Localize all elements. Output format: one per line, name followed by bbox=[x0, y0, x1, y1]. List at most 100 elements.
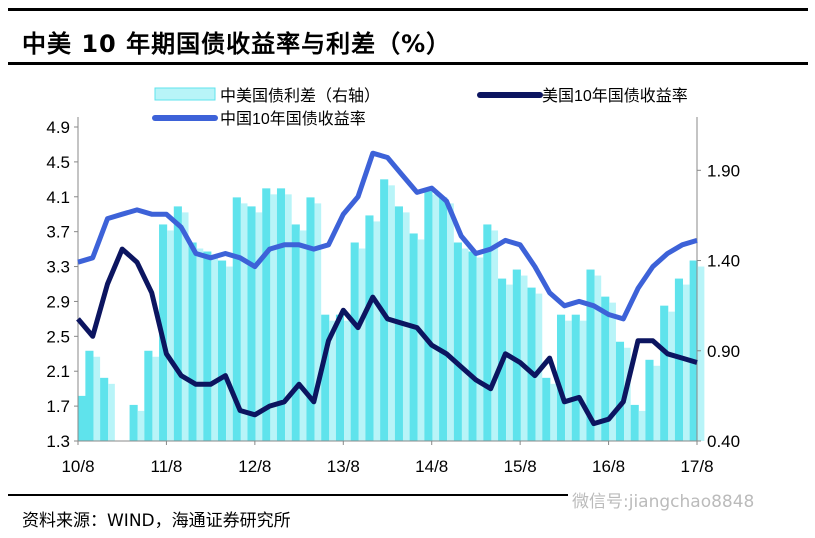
spread-bar-light bbox=[520, 275, 528, 441]
x-tick-label: 12/8 bbox=[238, 457, 271, 476]
spread-bar-light bbox=[506, 284, 513, 441]
spread-bar bbox=[660, 305, 669, 441]
spread-bar-light bbox=[491, 230, 499, 441]
spread-bar-light bbox=[638, 410, 646, 441]
spread-bar-light bbox=[137, 410, 145, 441]
spread-bar-light bbox=[196, 248, 204, 441]
top-rule bbox=[8, 8, 808, 11]
spread-bar bbox=[542, 377, 551, 441]
left-tick-label: 4.9 bbox=[46, 118, 70, 137]
spread-bar-light bbox=[270, 194, 277, 441]
x-tick-label: 14/8 bbox=[415, 457, 448, 476]
spread-bar bbox=[218, 260, 227, 441]
spread-bar bbox=[630, 404, 639, 441]
spread-bar-light bbox=[447, 203, 454, 441]
spread-bar-light bbox=[167, 230, 174, 441]
source-note: 资料来源：WIND，海通证券研究所 bbox=[22, 511, 291, 531]
x-tick-label: 16/8 bbox=[592, 457, 625, 476]
x-tick-label: 11/8 bbox=[151, 457, 183, 476]
x-tick-label: 15/8 bbox=[504, 457, 537, 476]
chart-title: 中美 10 年期国债收益率与利差（%） bbox=[22, 30, 452, 58]
spread-bar-light bbox=[226, 266, 233, 441]
left-tick-label: 3.7 bbox=[46, 223, 70, 242]
spread-bar bbox=[512, 269, 521, 441]
left-tick-label: 1.3 bbox=[46, 432, 70, 451]
spread-bar bbox=[365, 215, 374, 441]
title-rule bbox=[8, 62, 808, 65]
spread-bar-light bbox=[329, 320, 336, 441]
legend-us-label: 美国10年国债收益率 bbox=[542, 87, 688, 105]
x-tick-label: 13/8 bbox=[327, 457, 360, 476]
spread-bar-light bbox=[653, 365, 661, 441]
x-tick-label: 10/8 bbox=[61, 457, 94, 476]
spread-bar bbox=[85, 350, 94, 441]
spread-bar bbox=[203, 251, 212, 441]
spread-bar-light bbox=[299, 230, 307, 441]
spread-bar-light bbox=[314, 203, 322, 441]
spread-bar-light bbox=[152, 356, 160, 441]
left-tick-label: 4.1 bbox=[46, 188, 70, 207]
spread-bar-light bbox=[373, 221, 381, 441]
spread-bar-light bbox=[181, 212, 189, 441]
spread-bar-light bbox=[358, 248, 366, 441]
spread-bar-light bbox=[388, 185, 395, 441]
us-yield-line bbox=[76, 246, 698, 427]
right-tick-label: 0.40 bbox=[707, 432, 740, 451]
spread-bar bbox=[247, 206, 256, 441]
spread-bar bbox=[129, 404, 138, 441]
spread-bar-light bbox=[565, 320, 572, 441]
spread-bar bbox=[556, 314, 566, 441]
spread-bar bbox=[232, 197, 241, 441]
spread-bar bbox=[409, 233, 418, 441]
x-tick-label: 17/8 bbox=[680, 457, 713, 476]
spread-bar-light bbox=[285, 194, 292, 441]
left-tick-label: 1.7 bbox=[46, 397, 70, 416]
spread-bar-light bbox=[255, 212, 263, 441]
spread-bar bbox=[453, 242, 462, 441]
spread-bar bbox=[144, 350, 153, 441]
spread-bar bbox=[321, 314, 330, 441]
spread-bar bbox=[615, 341, 625, 441]
left-tick-label: 2.5 bbox=[46, 327, 70, 346]
right-tick-label: 1.90 bbox=[707, 161, 740, 180]
china-yield-line bbox=[77, 150, 698, 322]
chart: 1.3 1.7 2.1 2.5 2.9 3.3 3.7 4.1 4.5 4.9 0.40 0.90 1.… bbox=[46, 87, 740, 476]
left-tick-label: 3.3 bbox=[46, 258, 70, 277]
spread-bar bbox=[350, 242, 359, 441]
spread-bar bbox=[586, 269, 595, 441]
footer-rule bbox=[8, 494, 568, 496]
spread-bar-light bbox=[668, 311, 675, 441]
right-tick-label: 0.90 bbox=[707, 342, 740, 361]
spread-bar-light bbox=[93, 356, 101, 441]
spread-bar-light bbox=[609, 302, 616, 441]
spread-bar bbox=[100, 377, 109, 441]
spread-bar-light bbox=[476, 257, 484, 441]
left-tick-label: 4.5 bbox=[46, 153, 70, 172]
spread-bar bbox=[571, 314, 580, 441]
left-tick-label: 2.1 bbox=[46, 362, 70, 381]
spread-bar bbox=[645, 359, 654, 441]
spread-bar bbox=[424, 188, 433, 441]
spread-bar bbox=[78, 395, 87, 441]
spread-bar-light bbox=[240, 203, 248, 441]
spread-bar bbox=[173, 206, 182, 441]
spread-bar-light bbox=[697, 266, 705, 441]
spread-bar bbox=[439, 197, 448, 441]
watermark: 微信号:jiangchao8848 bbox=[572, 492, 755, 512]
spread-bar bbox=[674, 278, 683, 441]
spread-bar bbox=[468, 251, 477, 441]
spread-bar-light bbox=[417, 239, 425, 441]
legend-china-label: 中国10年国债收益率 bbox=[220, 110, 366, 128]
spread-bar bbox=[306, 197, 315, 441]
spread-bar bbox=[335, 314, 345, 441]
spread-bar bbox=[276, 188, 286, 441]
spread-bar-light bbox=[344, 320, 351, 441]
left-tick-label: 2.9 bbox=[46, 292, 70, 311]
spread-bar bbox=[527, 287, 536, 441]
spread-bar-light bbox=[432, 194, 440, 441]
spread-bar-light bbox=[461, 248, 469, 441]
spread-bar bbox=[601, 296, 610, 441]
spread-bar-light bbox=[108, 383, 115, 441]
right-tick-label: 1.40 bbox=[707, 252, 740, 271]
